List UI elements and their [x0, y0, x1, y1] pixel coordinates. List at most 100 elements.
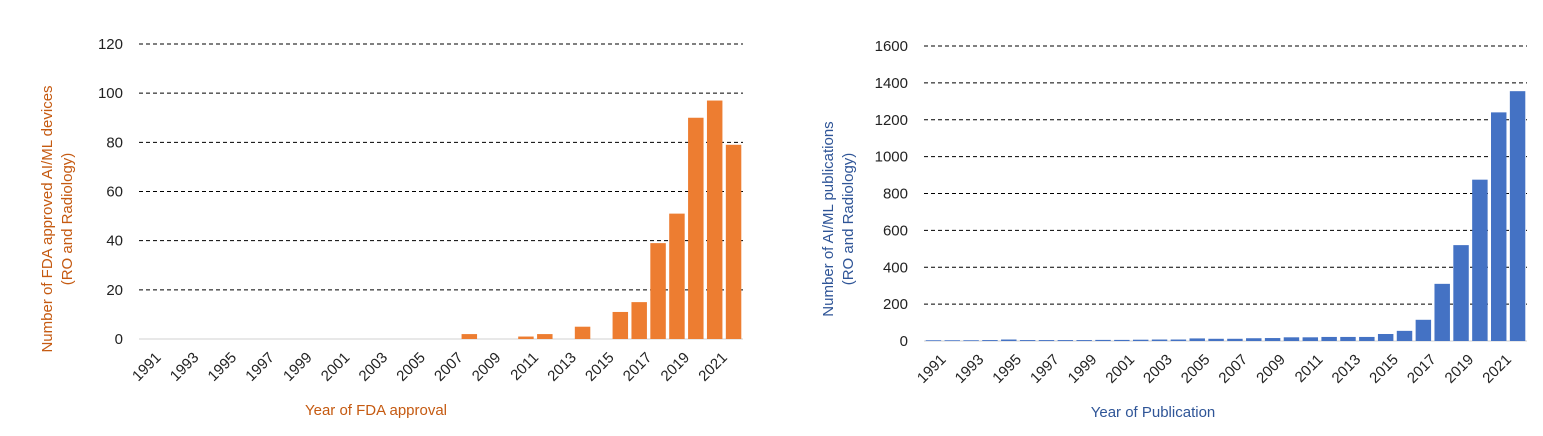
y-tick-label: 20	[106, 282, 123, 299]
x-tick-label: 2001	[1102, 351, 1138, 387]
y-tick-label: 0	[115, 331, 123, 348]
x-tick-label: 1993	[952, 351, 988, 387]
bar-2020	[688, 117, 704, 339]
bar-2001	[1114, 339, 1130, 341]
x-tick-label: 2007	[1215, 351, 1251, 387]
bar-2000	[1095, 339, 1111, 341]
bar-2007	[1227, 338, 1243, 341]
y-tick-label: 40	[106, 233, 123, 250]
bar-2010	[1283, 337, 1300, 341]
x-tick-label: 2019	[1442, 351, 1478, 387]
y-axis-title-fda: Number of FDA approved AI/ML devices (RO…	[39, 85, 76, 352]
bar-1997	[1038, 340, 1055, 341]
bar-2013	[1340, 336, 1356, 341]
bar-1996	[1019, 340, 1036, 341]
bar-1993	[963, 340, 979, 341]
bar-2009	[1264, 338, 1281, 341]
bar-1994	[982, 340, 998, 341]
bar-2017	[1415, 319, 1432, 341]
bar-2006	[1208, 338, 1224, 341]
bar-2017	[631, 302, 647, 339]
bar-2018	[650, 243, 666, 339]
bar-2012	[1321, 336, 1337, 341]
bar-2015	[1377, 333, 1394, 341]
bar-2019	[669, 213, 685, 339]
bar-2005	[1189, 338, 1205, 341]
x-tick-label: 2003	[1140, 351, 1176, 387]
bar-2018	[1434, 283, 1450, 341]
bar-1991	[925, 340, 942, 341]
y-tick-label: 800	[883, 186, 908, 203]
bar-2016	[1396, 330, 1413, 341]
bar-2004	[1170, 339, 1187, 341]
x-tick-label: 2001	[318, 349, 354, 385]
bar-2019	[1453, 245, 1469, 341]
bar-2012	[537, 334, 553, 339]
y-axis-title-line1: Number of AI/ML publications	[820, 121, 837, 316]
y-tick-label: 1400	[875, 75, 908, 92]
bar-2016	[612, 311, 629, 339]
x-axis-title-publications: Year of Publication	[1091, 404, 1216, 421]
y-tick-label: 120	[98, 36, 123, 53]
y-tick-label: 1600	[875, 38, 908, 55]
x-axis-title-fda: Year of FDA approval	[305, 402, 447, 419]
y-axis-title-line1: Number of FDA approved AI/ML devices	[39, 85, 56, 352]
x-tick-label: 2017	[1404, 351, 1440, 387]
x-tick-label: 2007	[431, 349, 467, 385]
y-tick-label: 60	[106, 184, 123, 201]
x-tick-label: 1991	[914, 351, 950, 387]
bar-1992	[944, 340, 960, 341]
x-tick-label: 1997	[1027, 351, 1063, 387]
y-tick-label: 100	[98, 85, 123, 102]
x-tick-label: 2005	[1178, 351, 1214, 387]
x-tick-label: 2009	[469, 349, 505, 385]
y-axis-title-line2: (RO and Radiology)	[840, 153, 857, 286]
bar-1999	[1076, 340, 1092, 341]
y-tick-label: 600	[883, 222, 908, 239]
bar-1995	[1001, 339, 1017, 341]
bar-2011	[1302, 337, 1319, 341]
x-tick-label: 2015	[582, 349, 618, 385]
bar-2022	[1509, 91, 1526, 341]
bar-1998	[1057, 340, 1074, 341]
x-tick-label: 2011	[507, 349, 542, 384]
bar-2021	[1491, 112, 1507, 341]
x-tick-label: 2015	[1366, 351, 1402, 387]
bar-2008	[1246, 338, 1262, 341]
x-tick-label: 2017	[620, 349, 656, 385]
x-tick-label: 2013	[1329, 351, 1365, 387]
y-axis-title-publications: Number of AI/ML publications (RO and Rad…	[820, 121, 857, 316]
x-tick-label: 1991	[129, 349, 165, 385]
y-tick-label: 0	[900, 333, 908, 350]
x-tick-label: 1999	[1065, 351, 1101, 387]
x-tick-label: 1993	[167, 349, 203, 385]
y-tick-label: 200	[883, 296, 908, 313]
bar-2020	[1472, 179, 1488, 341]
x-tick-label: 2009	[1253, 351, 1289, 387]
y-tick-label: 1000	[875, 149, 908, 166]
bar-2014	[574, 326, 591, 339]
x-tick-label: 1999	[280, 349, 316, 385]
bar-2008	[461, 334, 478, 339]
bar-2021	[706, 100, 723, 340]
y-tick-label: 80	[106, 134, 123, 151]
x-tick-label: 2021	[695, 349, 731, 385]
y-tick-label: 1200	[875, 112, 908, 129]
x-tick-label: 1997	[242, 349, 278, 385]
y-axis-title-line2: (RO and Radiology)	[59, 153, 76, 286]
bar-2011	[518, 336, 534, 339]
x-tick-label: 2013	[544, 349, 580, 385]
x-tick-label: 1995	[205, 349, 241, 385]
y-tick-label: 400	[883, 259, 908, 276]
bar-2022	[725, 144, 742, 339]
x-tick-label: 2019	[658, 349, 694, 385]
bar-2003	[1151, 339, 1168, 341]
bar-2002	[1132, 339, 1149, 341]
x-tick-label: 1995	[989, 351, 1025, 387]
x-tick-label: 2021	[1479, 351, 1515, 387]
x-tick-label: 2003	[356, 349, 392, 385]
